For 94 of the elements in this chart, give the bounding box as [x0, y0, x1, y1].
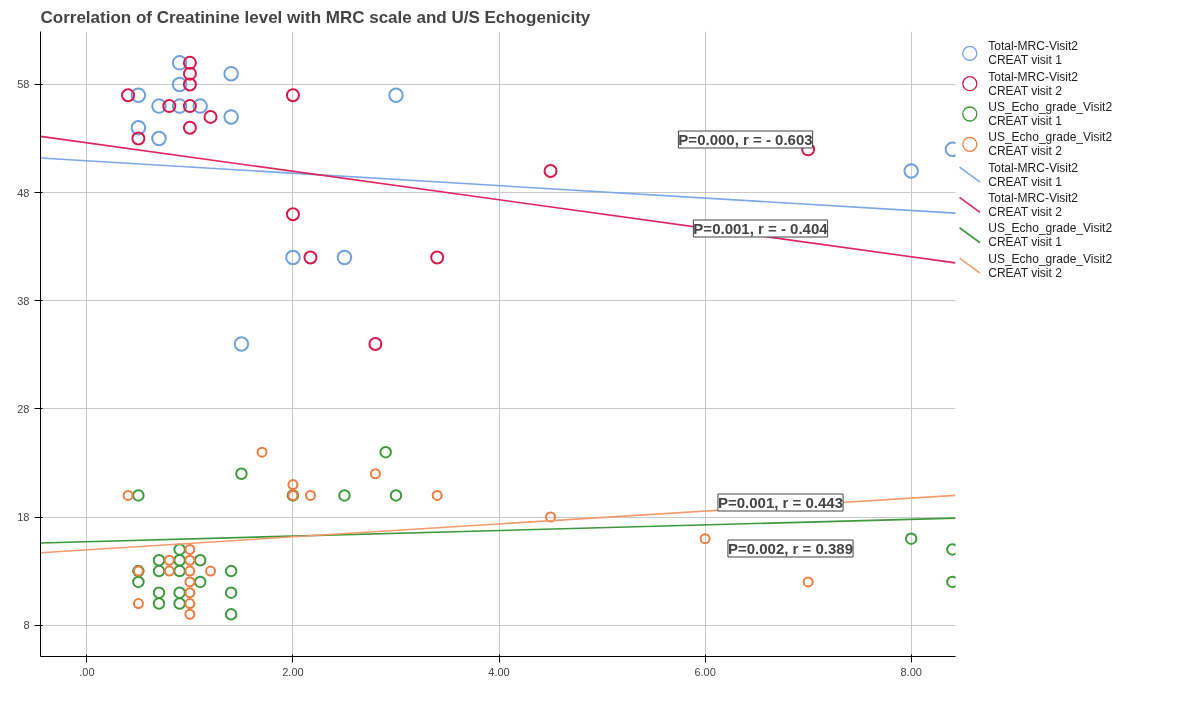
- point: [338, 489, 351, 502]
- point: [303, 250, 318, 265]
- point: [235, 467, 248, 480]
- x-tick-label: 2.00: [282, 665, 304, 678]
- point: [184, 608, 196, 620]
- legend-label: US_Echo_grade_Visit2 CREAT visit 1: [988, 221, 1113, 250]
- point: [184, 576, 196, 588]
- point: [132, 575, 145, 589]
- point: [224, 608, 238, 621]
- point: [152, 597, 166, 610]
- legend-label: US_Echo_grade_Visit2 CREAT visit 2: [988, 251, 1113, 280]
- y-tick-label: 18: [17, 511, 30, 524]
- point: [224, 564, 238, 578]
- point: [173, 597, 186, 610]
- chart-title: Correlation of Creatinine level with MRC scale and U/S Echogenicity: [40, 7, 591, 27]
- point: [336, 249, 353, 266]
- legend-label: Total-MRC-Visit2 CREAT visit 1: [988, 160, 1079, 189]
- point: [173, 564, 186, 578]
- y-tick-label: 28: [17, 402, 30, 415]
- point: [304, 489, 316, 501]
- point: [152, 554, 166, 567]
- point: [904, 532, 918, 545]
- point: [162, 99, 177, 114]
- annotation: P=0.001, r = 0.443: [717, 494, 844, 511]
- point: [205, 565, 217, 577]
- point: [130, 120, 147, 136]
- point: [193, 554, 207, 567]
- point: [152, 564, 166, 578]
- point: [368, 337, 383, 351]
- y-tick-label: 8: [23, 619, 30, 632]
- point: [132, 598, 144, 610]
- legend-label: Total-MRC-Visit2 CREAT visit 1: [988, 39, 1079, 68]
- point: [287, 479, 299, 491]
- point: [699, 533, 711, 545]
- x-tick-label: .00: [79, 665, 95, 678]
- point: [122, 489, 134, 501]
- point: [285, 207, 300, 222]
- x-tick-label: 8.00: [900, 665, 922, 678]
- point: [151, 130, 167, 147]
- point: [543, 164, 558, 178]
- point: [184, 554, 196, 566]
- point: [285, 88, 300, 103]
- point: [173, 543, 186, 556]
- y-tick-label: 48: [17, 186, 30, 199]
- point: [388, 87, 404, 104]
- point: [233, 336, 250, 352]
- point: [151, 98, 167, 114]
- annotation: P=0.000, r = - 0.603: [678, 131, 813, 148]
- point: [184, 587, 196, 599]
- point: [223, 65, 239, 82]
- point: [173, 586, 186, 599]
- annotation: P=0.002, r = 0.389: [727, 540, 854, 557]
- legend-label: US_Echo_grade_Visit2 CREAT visit 2: [988, 130, 1113, 159]
- point: [285, 249, 301, 266]
- point: [389, 489, 403, 502]
- point: [182, 120, 197, 135]
- point: [903, 163, 919, 179]
- x-tick-label: 6.00: [694, 665, 716, 678]
- point: [152, 586, 166, 599]
- point: [545, 511, 557, 523]
- x-tick-label: 4.00: [488, 665, 510, 678]
- point: [184, 565, 196, 577]
- point: [431, 489, 443, 501]
- point: [173, 554, 186, 567]
- y-tick-label: 38: [17, 294, 30, 307]
- point: [223, 109, 239, 125]
- y-tick-label: 58: [17, 78, 30, 91]
- point: [182, 99, 197, 114]
- point: [192, 98, 208, 114]
- point: [163, 565, 175, 577]
- point: [193, 575, 207, 589]
- point: [182, 66, 197, 81]
- point: [171, 98, 188, 114]
- point: [369, 468, 381, 480]
- point: [132, 489, 145, 502]
- point: [203, 109, 218, 124]
- point: [184, 598, 196, 610]
- point: [379, 445, 392, 459]
- point: [171, 55, 188, 71]
- point: [171, 76, 188, 93]
- point: [224, 586, 238, 599]
- point: [256, 446, 268, 458]
- point: [182, 77, 197, 92]
- point: [130, 87, 147, 104]
- point: [121, 88, 136, 103]
- point: [163, 554, 175, 566]
- legend-label: Total-MRC-Visit2 CREAT visit 2: [988, 190, 1079, 219]
- point: [802, 576, 814, 588]
- point: [184, 543, 196, 555]
- point: [182, 55, 197, 70]
- point: [430, 250, 445, 265]
- point: [131, 131, 146, 146]
- legend-label: US_Echo_grade_Visit2 CREAT visit 1: [988, 100, 1113, 128]
- legend-label: Total-MRC-Visit2 CREAT visit 2: [988, 69, 1079, 98]
